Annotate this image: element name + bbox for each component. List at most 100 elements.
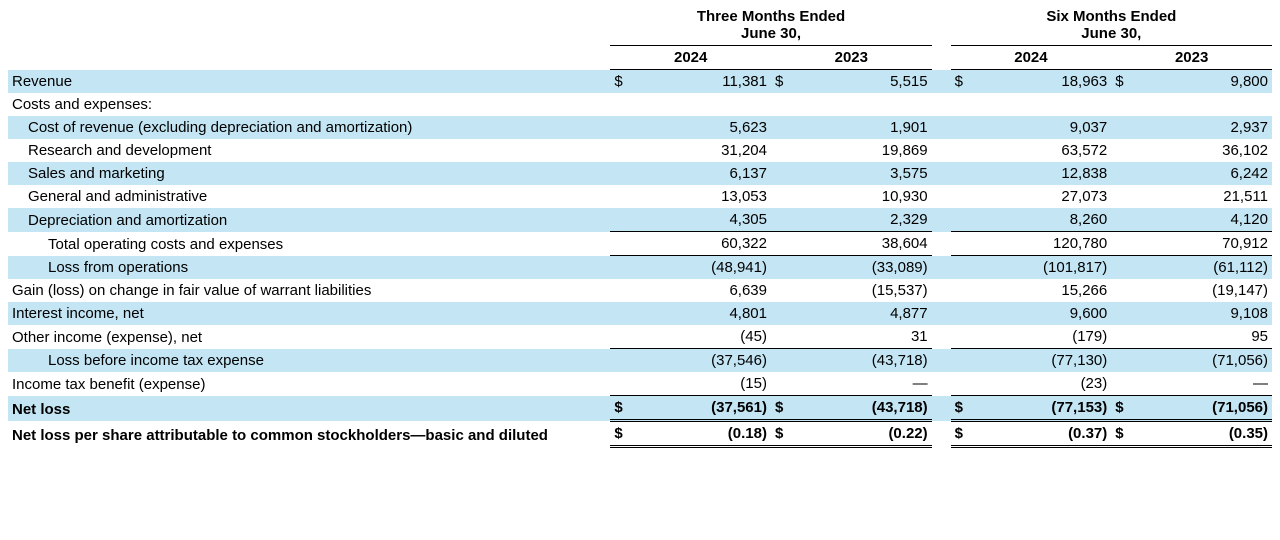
cell-value: 120,780 xyxy=(974,232,1111,256)
cell-value: 2,329 xyxy=(794,208,931,232)
currency-symbol xyxy=(951,325,974,349)
currency-symbol xyxy=(1111,139,1134,162)
table-row: Depreciation and amortization4,3052,3298… xyxy=(8,208,1272,232)
row-label: Other income (expense), net xyxy=(8,325,610,349)
table-row: Net loss per share attributable to commo… xyxy=(8,421,1272,447)
cell-value: 6,137 xyxy=(634,162,771,185)
cell-value: 10,930 xyxy=(794,185,931,208)
currency-symbol xyxy=(951,139,974,162)
cell-value: 36,102 xyxy=(1134,139,1272,162)
currency-symbol xyxy=(771,116,794,139)
currency-symbol xyxy=(610,279,633,302)
year-header-c4: 2023 xyxy=(1111,46,1272,70)
cell-value: 2,937 xyxy=(1134,116,1272,139)
cell-value: 60,322 xyxy=(634,232,771,256)
cell-value: 9,600 xyxy=(974,302,1111,325)
currency-symbol: $ xyxy=(1111,421,1134,447)
currency-symbol xyxy=(1111,93,1134,116)
cell-value: 11,381 xyxy=(634,70,771,94)
currency-symbol xyxy=(610,256,633,280)
currency-symbol xyxy=(610,185,633,208)
row-label: Loss before income tax expense xyxy=(8,349,610,373)
cell-value: (23) xyxy=(974,372,1111,396)
currency-symbol xyxy=(951,208,974,232)
currency-symbol: $ xyxy=(610,421,633,447)
currency-symbol xyxy=(771,302,794,325)
cell-value: 15,266 xyxy=(974,279,1111,302)
cell-value: 5,515 xyxy=(794,70,931,94)
year-header-c1: 2024 xyxy=(610,46,771,70)
cell-value xyxy=(974,93,1111,116)
currency-symbol xyxy=(1111,325,1134,349)
cell-value: (37,561) xyxy=(634,396,771,421)
currency-symbol xyxy=(951,232,974,256)
cell-value xyxy=(634,93,771,116)
cell-value: 12,838 xyxy=(974,162,1111,185)
cell-value: (77,153) xyxy=(974,396,1111,421)
cell-value: (77,130) xyxy=(974,349,1111,373)
currency-symbol: $ xyxy=(1111,70,1134,94)
cell-value: (45) xyxy=(634,325,771,349)
currency-symbol xyxy=(610,116,633,139)
currency-symbol xyxy=(1111,372,1134,396)
row-label: Research and development xyxy=(8,139,610,162)
period-line1: Three Months Ended xyxy=(697,8,845,25)
cell-value: 6,639 xyxy=(634,279,771,302)
cell-value: 13,053 xyxy=(634,185,771,208)
currency-symbol xyxy=(610,162,633,185)
cell-value: 70,912 xyxy=(1134,232,1272,256)
currency-symbol xyxy=(951,349,974,373)
row-label: Cost of revenue (excluding depreciation … xyxy=(8,116,610,139)
cell-value: 63,572 xyxy=(974,139,1111,162)
table-row: Gain (loss) on change in fair value of w… xyxy=(8,279,1272,302)
table-body: Revenue$11,381$5,515$18,963$9,800Costs a… xyxy=(8,70,1272,447)
cell-value: (0.18) xyxy=(634,421,771,447)
currency-symbol xyxy=(610,208,633,232)
currency-symbol: $ xyxy=(610,396,633,421)
cell-value: 8,260 xyxy=(974,208,1111,232)
table-row: Loss before income tax expense (37,546) (4… xyxy=(8,349,1272,373)
currency-symbol xyxy=(771,256,794,280)
cell-value: (0.35) xyxy=(1134,421,1272,447)
table-row: General and administrative13,05310,93027… xyxy=(8,185,1272,208)
cell-value: — xyxy=(1134,372,1272,396)
period-line2: June 30, xyxy=(1081,25,1141,42)
currency-symbol xyxy=(771,372,794,396)
cell-value: 31 xyxy=(794,325,931,349)
cell-value: (179) xyxy=(974,325,1111,349)
cell-value: (15,537) xyxy=(794,279,931,302)
currency-symbol: $ xyxy=(771,396,794,421)
currency-symbol xyxy=(610,232,633,256)
cell-value: (37,546) xyxy=(634,349,771,373)
cell-value: (43,718) xyxy=(794,349,931,373)
cell-value: 4,877 xyxy=(794,302,931,325)
currency-symbol xyxy=(951,372,974,396)
currency-symbol xyxy=(610,349,633,373)
currency-symbol xyxy=(1111,208,1134,232)
currency-symbol xyxy=(951,256,974,280)
cell-value: 9,037 xyxy=(974,116,1111,139)
currency-symbol xyxy=(771,325,794,349)
cell-value: (0.37) xyxy=(974,421,1111,447)
currency-symbol xyxy=(951,185,974,208)
table-row: Other income (expense), net (45) 31 (179) 95 xyxy=(8,325,1272,349)
currency-symbol: $ xyxy=(1111,396,1134,421)
income-statement-table: Three Months Ended June 30, Six Months E… xyxy=(8,4,1272,448)
currency-symbol xyxy=(610,139,633,162)
cell-value: 19,869 xyxy=(794,139,931,162)
currency-symbol xyxy=(951,302,974,325)
row-label: Net loss xyxy=(8,396,610,421)
cell-value xyxy=(1134,93,1272,116)
cell-value: 95 xyxy=(1134,325,1272,349)
table-row: Sales and marketing6,1373,57512,8386,242 xyxy=(8,162,1272,185)
cell-value: 1,901 xyxy=(794,116,931,139)
currency-symbol xyxy=(1111,116,1134,139)
currency-symbol xyxy=(951,116,974,139)
table-row: Revenue$11,381$5,515$18,963$9,800 xyxy=(8,70,1272,94)
currency-symbol xyxy=(771,139,794,162)
currency-symbol xyxy=(610,325,633,349)
currency-symbol xyxy=(610,372,633,396)
cell-value: 4,120 xyxy=(1134,208,1272,232)
table-row: Net loss$(37,561)$(43,718)$(77,153)$(71,… xyxy=(8,396,1272,421)
row-label: Revenue xyxy=(8,70,610,94)
